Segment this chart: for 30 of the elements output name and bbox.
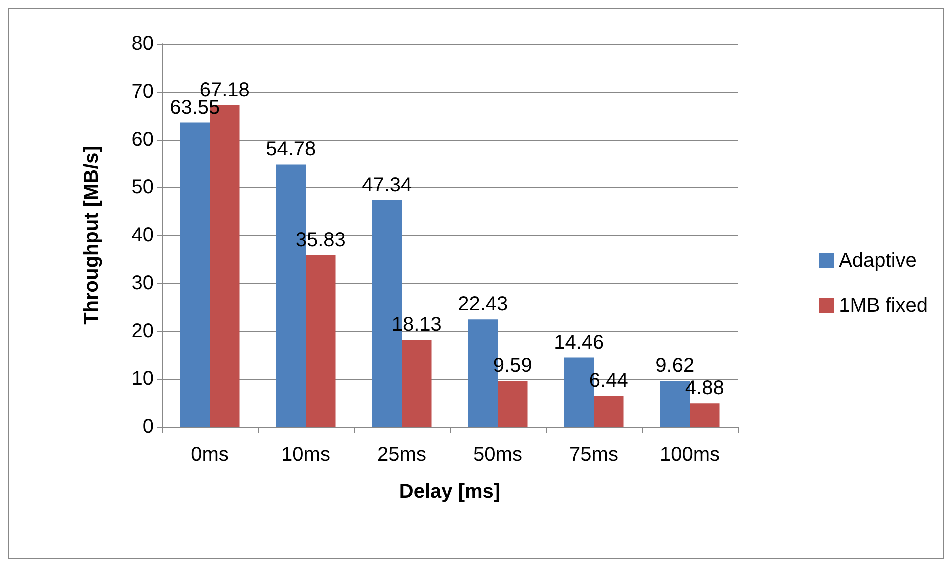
- x-axis-title: Delay [ms]: [399, 481, 501, 503]
- data-label: 22.43: [458, 294, 508, 316]
- y-tick-label: 0: [142, 416, 154, 438]
- y-tick-label: 10: [132, 368, 154, 390]
- y-tick-label: 80: [132, 33, 154, 55]
- bar: [402, 340, 432, 427]
- legend-label: 1MB fixed: [839, 295, 928, 317]
- data-label: 9.62: [656, 354, 695, 377]
- y-tick-label: 40: [132, 224, 154, 246]
- legend-label: Adaptive: [839, 250, 917, 272]
- bar: [690, 404, 720, 427]
- x-tick-label: 10ms: [282, 444, 330, 466]
- y-tick-label: 50: [132, 176, 154, 199]
- y-tick-label: 30: [132, 272, 154, 294]
- y-tick-label: 70: [132, 80, 154, 103]
- data-label: 14.46: [554, 332, 604, 354]
- y-axis-title: Throughput [MB/s]: [81, 146, 103, 325]
- x-tick-label: 100ms: [660, 444, 720, 466]
- data-label: 54.78: [266, 138, 316, 161]
- bar: [498, 381, 528, 427]
- x-tick-label: 75ms: [570, 444, 618, 466]
- x-tick-label: 0ms: [191, 444, 229, 466]
- bar: [180, 122, 210, 427]
- y-tick-label: 20: [132, 320, 154, 342]
- bar: [306, 255, 336, 427]
- data-label: 47.34: [362, 174, 412, 196]
- x-tick-label: 50ms: [474, 444, 522, 466]
- y-tick-label: 60: [132, 128, 154, 151]
- bar: [594, 396, 624, 427]
- x-tick-label: 25ms: [378, 444, 426, 466]
